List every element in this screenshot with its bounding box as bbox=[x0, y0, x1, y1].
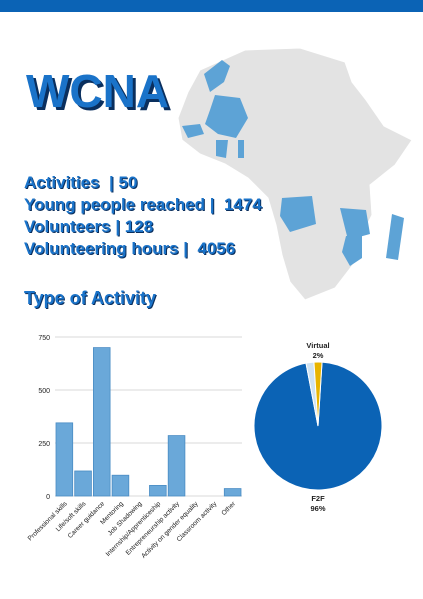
morocco-region bbox=[204, 60, 230, 92]
y-tick-label: 250 bbox=[38, 441, 50, 448]
madagascar-region bbox=[386, 214, 404, 260]
stats-block: Activities | 50 Young people reached | 1… bbox=[24, 172, 262, 260]
pie-slice bbox=[313, 361, 323, 427]
ghana-region bbox=[216, 140, 228, 158]
pie-slice bbox=[253, 361, 383, 491]
pie-label-virtual-name: Virtual bbox=[306, 341, 329, 350]
stat-volunteers: Volunteers | 128 bbox=[24, 217, 154, 236]
bar bbox=[55, 422, 74, 497]
pie-label-virtual-value: 2% bbox=[313, 351, 324, 360]
tanzania-region bbox=[340, 208, 370, 240]
pie-label-f2f-name: F2F bbox=[311, 494, 325, 503]
bar bbox=[149, 484, 167, 497]
stat-young-people: Young people reached | 1474 bbox=[24, 195, 262, 214]
stat-volunteering-hours: Volunteering hours | 4056 bbox=[24, 239, 236, 258]
west-africa-region bbox=[205, 95, 248, 138]
y-tick-label: 500 bbox=[38, 388, 50, 395]
bar bbox=[74, 470, 92, 497]
pie-label-f2f-value: 96% bbox=[310, 504, 325, 513]
top-accent-bar bbox=[0, 0, 423, 12]
y-tick-label: 0 bbox=[46, 494, 50, 501]
mozambique-region bbox=[342, 236, 362, 266]
bar bbox=[111, 474, 130, 497]
bar bbox=[167, 435, 186, 497]
x-category-label: Other bbox=[220, 500, 237, 517]
bar bbox=[223, 488, 242, 497]
senegal-region bbox=[182, 124, 204, 138]
bar bbox=[93, 347, 111, 497]
stat-activities: Activities | 50 bbox=[24, 173, 138, 192]
y-tick-label: 750 bbox=[38, 335, 50, 342]
section-title: Type of Activity bbox=[24, 288, 157, 308]
page-title: WCNA bbox=[26, 65, 170, 117]
angola-region bbox=[280, 196, 316, 232]
benin-region bbox=[238, 140, 244, 158]
africa-map bbox=[177, 47, 413, 301]
